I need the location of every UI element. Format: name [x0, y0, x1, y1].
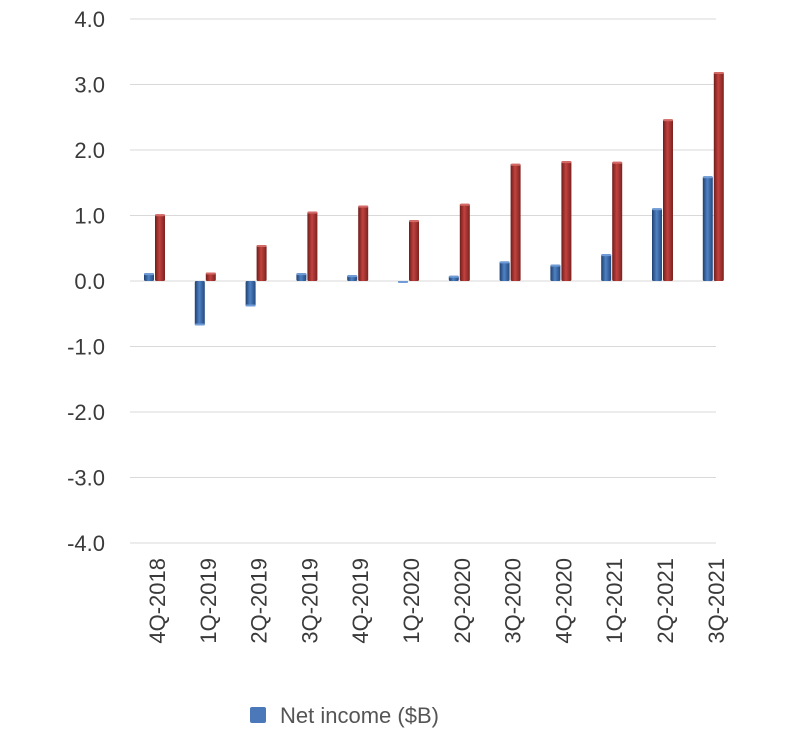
bar-series2-2Q-2020	[459, 203, 470, 281]
bar-cap	[448, 275, 459, 278]
bar-cap	[155, 214, 165, 217]
y-tick-label: 0.0	[74, 269, 105, 294]
x-category-label: 4Q-2019	[348, 558, 373, 644]
bar-cap	[307, 211, 318, 214]
bar-net-income-1Q-2021	[601, 254, 612, 281]
y-tick-label: -2.0	[67, 400, 105, 425]
bar-cap	[561, 161, 572, 164]
x-category-label: 1Q-2020	[399, 558, 424, 644]
bar-series2-2Q-2019	[256, 244, 267, 281]
y-axis-ticks: 4.0 3.0 2.0 1.0 0.0 -1.0 -2.0 -3.0 -4.0	[67, 7, 105, 556]
bar-net-income-2Q-2021	[652, 208, 662, 281]
x-category-label: 2Q-2021	[653, 558, 678, 644]
bar-cap	[194, 323, 205, 326]
x-category-label: 4Q-2020	[551, 558, 576, 644]
bar-cap	[358, 205, 369, 208]
x-category-label: 3Q-2020	[501, 558, 526, 644]
y-tick-label: -1.0	[67, 335, 105, 360]
legend-swatch-net-income	[250, 707, 266, 723]
bar-cap	[296, 273, 307, 276]
bar-cap	[499, 261, 510, 264]
legend-label-net-income: Net income ($B)	[280, 703, 439, 728]
x-category-label: 1Q-2019	[196, 558, 221, 644]
y-tick-label: 3.0	[74, 73, 105, 98]
bar-cap	[459, 203, 470, 206]
bar-cap	[245, 304, 256, 307]
bar-cap	[144, 273, 154, 276]
bar-cap	[409, 220, 419, 223]
bar-series2-3Q-2020	[510, 163, 521, 281]
x-category-label: 3Q-2019	[297, 558, 322, 644]
legend: Net income ($B)	[250, 703, 439, 728]
bar-series2-3Q-2019	[307, 211, 318, 281]
x-category-label: 2Q-2019	[247, 558, 272, 644]
bar-series2-2Q-2021	[663, 119, 673, 281]
bar-cap	[205, 272, 216, 275]
y-tick-label: 2.0	[74, 138, 105, 163]
x-axis-categories: 4Q-2018 1Q-2019 2Q-2019 3Q-2019 4Q-2019 1Q-20…	[145, 558, 729, 644]
bar-cap	[663, 119, 673, 122]
bar-net-income-3Q-2020	[499, 261, 510, 281]
bar-series2-3Q-2021	[713, 72, 724, 282]
bar-cap	[612, 161, 623, 164]
bar-series2-4Q-2018	[155, 214, 165, 281]
bar-cap	[256, 244, 267, 247]
bars	[144, 72, 724, 326]
bar-series2-4Q-2019	[358, 205, 369, 281]
bar-cap	[652, 208, 662, 211]
y-tick-label: 1.0	[74, 204, 105, 229]
y-tick-label: -4.0	[67, 531, 105, 556]
bar-net-income-4Q-2020	[550, 264, 561, 281]
bar-cap	[550, 264, 561, 267]
bar-cap	[702, 176, 713, 179]
gridlines	[130, 18, 716, 544]
bar-net-income-2Q-2019	[245, 281, 256, 307]
bar-series2-4Q-2020	[561, 161, 572, 281]
x-category-label: 2Q-2020	[450, 558, 475, 644]
y-tick-label: 4.0	[74, 7, 105, 32]
bar-net-income-3Q-2021	[702, 176, 713, 281]
bar-net-income-1Q-2019	[194, 281, 205, 326]
y-tick-label: -3.0	[67, 466, 105, 491]
bar-series2-1Q-2020	[409, 220, 419, 281]
x-category-label: 4Q-2018	[145, 558, 170, 644]
bar-cap	[713, 72, 724, 75]
x-category-label: 3Q-2021	[704, 558, 729, 644]
bar-series2-1Q-2019	[205, 272, 216, 281]
bar-cap	[347, 275, 358, 278]
bar-cap	[398, 281, 408, 283]
bar-cap	[601, 254, 612, 257]
bar-series2-1Q-2021	[612, 161, 623, 281]
x-category-label: 1Q-2021	[602, 558, 627, 644]
bar-cap	[510, 163, 521, 166]
